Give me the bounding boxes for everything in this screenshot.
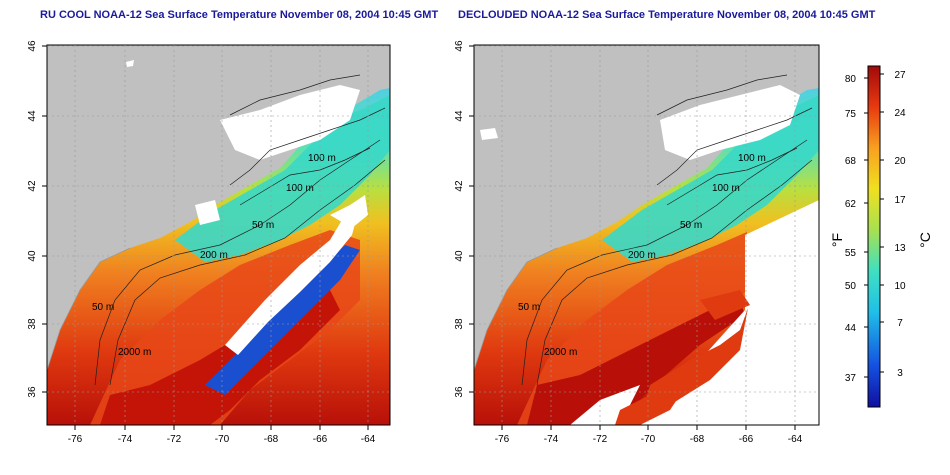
celsius-tick-label: 20 [894,156,906,167]
longitude-tick-label: -66 [313,434,328,445]
contour-label: 200 m [200,250,228,261]
left-map-title: RU COOL NOAA-12 Sea Surface Temperature … [40,9,439,21]
colorbar: 80 75 68 62 55 50 44 37 27 24 20 17 13 10 7 3 °F °C [829,65,933,408]
bathymetry-contours [94,74,386,386]
celsius-tick-label: 3 [897,368,903,379]
latitude-tick-label: 44 [27,110,38,122]
latitude-tick-label: 42 [454,180,465,192]
contour-label: 100 m [286,183,314,194]
fahrenheit-tick-label: 50 [845,281,857,292]
latitude-tick-label: 44 [454,110,465,122]
longitude-tick-label: -74 [544,434,559,445]
latitude-tick-label: 46 [27,40,38,52]
colorbar-ticks: 80 75 68 62 55 50 44 37 27 24 20 17 13 10 7 3 [845,70,906,384]
celsius-tick-label: 24 [894,108,906,119]
contour-label: 2000 m [544,347,577,358]
contour-label: 100 m [712,183,740,194]
right-map-title: DECLOUDED NOAA-12 Sea Surface Temperatur… [458,9,876,21]
right-map-frame [473,44,820,426]
longitude-tick-label: -76 [495,434,510,445]
latitude-tick-label: 46 [454,40,465,52]
fahrenheit-tick-label: 37 [845,373,857,384]
contour-labels: 100 m 100 m 50 m 200 m 50 m 2000 m [92,153,336,358]
celsius-tick-label: 27 [894,70,906,81]
warm-patch [615,290,750,425]
fahrenheit-tick-label: 44 [845,323,857,334]
celsius-label: °C [917,232,933,248]
fahrenheit-tick-label: 80 [845,74,857,85]
longitude-tick-label: -72 [593,434,608,445]
left-axis-ticks: -76 -74 -72 -70 -68 -66 -64 36 38 40 42 44 46 [27,40,376,445]
longitude-tick-label: -72 [167,434,182,445]
grid-lines [474,45,819,425]
fahrenheit-tick-label: 75 [845,109,857,120]
contour-label: 50 m [680,220,702,231]
fahrenheit-tick-label: 62 [845,199,857,210]
celsius-tick-label: 13 [894,243,906,254]
longitude-tick-label: -74 [118,434,133,445]
contour-label: 100 m [738,153,766,164]
grid-lines [47,45,390,425]
contour-label: 100 m [308,153,336,164]
colorbar-scale [867,65,881,408]
cloud-mask [126,60,368,355]
latitude-tick-label: 38 [454,318,465,330]
contour-label: 200 m [628,250,656,261]
coastline [474,247,558,371]
latitude-tick-label: 36 [27,386,38,398]
longitude-tick-label: -70 [215,434,230,445]
celsius-tick-label: 17 [894,195,906,206]
coastline [47,247,131,371]
longitude-tick-label: -70 [641,434,656,445]
cold-filament [205,245,360,395]
celsius-tick-label: 10 [894,281,906,292]
latitude-tick-label: 38 [27,318,38,330]
contour-label: 50 m [518,302,540,313]
left-map-panel: 100 m 100 m 50 m 200 m 50 m 2000 m -76 -7… [27,40,391,445]
longitude-tick-label: -76 [68,434,83,445]
latitude-tick-label: 40 [27,250,38,262]
longitude-tick-label: -68 [690,434,705,445]
longitude-tick-label: -68 [264,434,279,445]
contour-label: 50 m [252,220,274,231]
fahrenheit-label: °F [829,233,845,247]
fahrenheit-tick-label: 68 [845,156,857,167]
cool-shelf-water [175,95,390,262]
fahrenheit-tick-label: 55 [845,248,857,259]
longitude-tick-label: -64 [361,434,376,445]
right-axis-ticks: -76 -74 -72 -70 -68 -66 -64 36 38 40 42 44 46 [454,40,803,445]
bathymetry-contours [521,74,813,386]
left-map-frame [46,44,391,426]
contour-label: 2000 m [118,347,151,358]
longitude-tick-label: -64 [788,434,803,445]
latitude-tick-label: 36 [454,386,465,398]
gulf-stream-core [527,300,745,425]
celsius-tick-label: 7 [897,318,903,329]
right-map-panel: 100 m 100 m 50 m 200 m 50 m 2000 m -76 -7… [454,40,820,445]
latitude-tick-label: 40 [454,250,465,262]
contour-labels: 100 m 100 m 50 m 200 m 50 m 2000 m [518,153,766,358]
longitude-tick-label: -66 [739,434,754,445]
latitude-tick-label: 42 [27,180,38,192]
contour-label: 50 m [92,302,114,313]
